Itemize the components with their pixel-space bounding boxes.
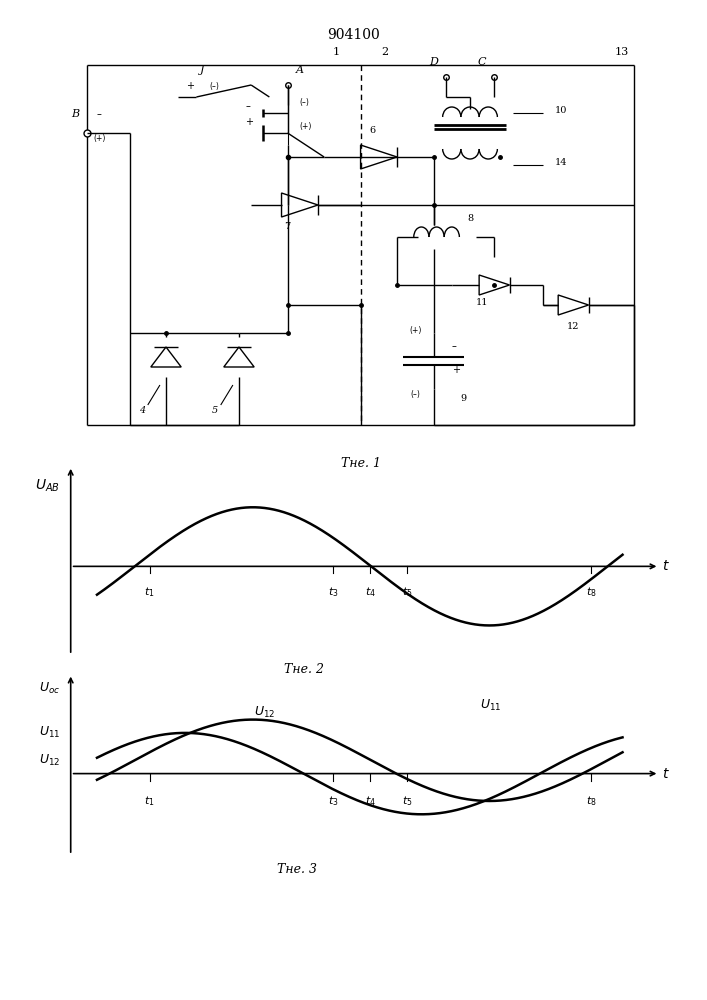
Text: $t_5$: $t_5$ bbox=[402, 585, 412, 599]
Text: $U_{12}$: $U_{12}$ bbox=[255, 705, 276, 720]
Text: (+): (+) bbox=[409, 326, 421, 335]
Text: $t_3$: $t_3$ bbox=[328, 794, 339, 808]
Text: $U_{12}$: $U_{12}$ bbox=[39, 753, 60, 768]
Text: $t_1$: $t_1$ bbox=[144, 794, 155, 808]
Text: –: – bbox=[452, 341, 457, 351]
Text: $t_8$: $t_8$ bbox=[585, 794, 597, 808]
Text: $U_{11}$: $U_{11}$ bbox=[39, 725, 60, 740]
Text: 2: 2 bbox=[381, 47, 388, 57]
Text: 12: 12 bbox=[567, 322, 580, 331]
Text: $U_{oc}$: $U_{oc}$ bbox=[39, 681, 60, 696]
Text: Τнe. 3: Τнe. 3 bbox=[277, 863, 317, 876]
Text: A: A bbox=[296, 65, 304, 75]
Text: $t_4$: $t_4$ bbox=[365, 794, 375, 808]
Text: $U_{AB}$: $U_{AB}$ bbox=[35, 478, 60, 494]
Text: $t$: $t$ bbox=[662, 767, 670, 781]
Text: 10: 10 bbox=[555, 106, 568, 115]
Text: Τнe. 2: Τнe. 2 bbox=[284, 663, 324, 676]
Text: D: D bbox=[429, 57, 438, 67]
Text: (–): (–) bbox=[410, 390, 420, 399]
Text: 4: 4 bbox=[139, 406, 145, 415]
Text: (–): (–) bbox=[210, 82, 220, 91]
Text: –: – bbox=[245, 101, 250, 111]
Text: +: + bbox=[187, 81, 194, 91]
Text: 8: 8 bbox=[467, 214, 473, 223]
Text: +: + bbox=[245, 117, 253, 127]
Text: $t_8$: $t_8$ bbox=[585, 585, 597, 599]
Text: $t_3$: $t_3$ bbox=[328, 585, 339, 599]
Text: C: C bbox=[478, 57, 486, 67]
Text: 5: 5 bbox=[211, 406, 218, 415]
Text: 7: 7 bbox=[284, 222, 291, 231]
Text: J: J bbox=[200, 65, 205, 75]
Text: 11: 11 bbox=[476, 298, 489, 307]
Text: –: – bbox=[97, 109, 102, 119]
Text: Τнe. 1: Τнe. 1 bbox=[341, 457, 380, 470]
Text: (+): (+) bbox=[93, 134, 105, 143]
Text: 14: 14 bbox=[555, 158, 568, 167]
Text: 13: 13 bbox=[615, 47, 629, 57]
Text: (–): (–) bbox=[300, 98, 310, 107]
Text: 1: 1 bbox=[333, 47, 340, 57]
Text: B: B bbox=[71, 109, 79, 119]
Text: +: + bbox=[452, 365, 460, 375]
Text: $t_5$: $t_5$ bbox=[402, 794, 412, 808]
Text: $U_{11}$: $U_{11}$ bbox=[481, 698, 502, 713]
Text: 904100: 904100 bbox=[327, 28, 380, 42]
Text: $t_1$: $t_1$ bbox=[144, 585, 155, 599]
Text: (+): (+) bbox=[300, 122, 312, 131]
Text: $t_4$: $t_4$ bbox=[365, 585, 375, 599]
Text: 6: 6 bbox=[370, 126, 376, 135]
Text: $t$: $t$ bbox=[662, 559, 670, 573]
Text: 9: 9 bbox=[461, 394, 467, 403]
